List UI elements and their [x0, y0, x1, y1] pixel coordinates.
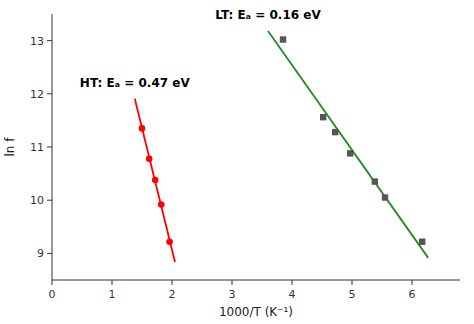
x-tick	[52, 280, 53, 285]
point	[320, 114, 326, 120]
annotation: HT: Eₐ = 0.47 eV	[80, 76, 191, 90]
x-axis-line	[52, 280, 460, 281]
y-tick	[47, 253, 52, 254]
plot-area	[135, 31, 428, 262]
point	[146, 155, 153, 162]
x-tick	[412, 280, 413, 285]
y-tick	[47, 147, 52, 148]
axes: 0123456910111213	[30, 14, 460, 301]
x-tick	[232, 280, 233, 285]
y-tick	[47, 40, 52, 41]
y-tick-label: 11	[30, 141, 44, 154]
fit-line	[268, 31, 428, 258]
point	[347, 150, 353, 156]
background	[0, 0, 474, 324]
point	[382, 194, 388, 200]
y-tick-label: 10	[30, 194, 44, 207]
x-axis-label: 1000/T (K⁻¹)	[219, 305, 293, 319]
point	[280, 36, 286, 42]
x-tick-label: 5	[349, 288, 356, 301]
point	[372, 178, 378, 184]
fit-line	[135, 99, 175, 262]
point	[332, 129, 338, 135]
y-tick-label: 13	[30, 35, 44, 48]
x-tick	[112, 280, 113, 285]
x-tick	[292, 280, 293, 285]
point	[419, 238, 425, 244]
y-tick-label: 12	[30, 88, 44, 101]
x-tick-label: 6	[409, 288, 416, 301]
x-tick-label: 1	[109, 288, 116, 301]
x-tick	[172, 280, 173, 285]
chart: 01234569101112131000/T (K⁻¹)ln fHT: Eₐ =…	[0, 0, 474, 324]
y-tick	[47, 93, 52, 94]
x-tick-label: 0	[49, 288, 56, 301]
x-tick-label: 3	[229, 288, 236, 301]
point	[166, 238, 173, 245]
x-tick	[352, 280, 353, 285]
x-tick-label: 2	[169, 288, 176, 301]
y-tick-label: 9	[37, 247, 44, 260]
point	[152, 177, 159, 184]
annotation: LT: Eₐ = 0.16 eV	[215, 8, 321, 22]
x-tick-label: 4	[289, 288, 296, 301]
y-axis-label: ln f	[3, 137, 17, 157]
y-tick	[47, 200, 52, 201]
point	[158, 201, 165, 208]
point	[139, 125, 146, 132]
